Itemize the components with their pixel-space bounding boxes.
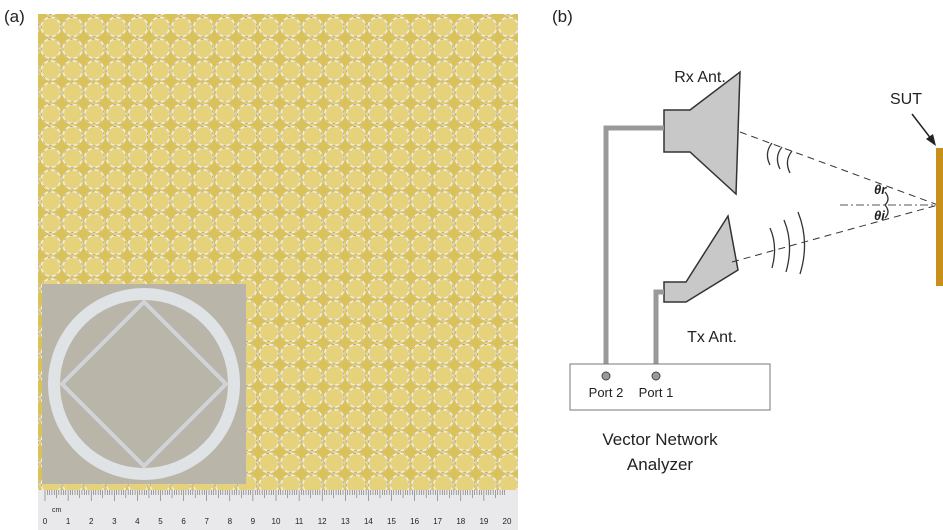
tx-path [732,205,938,262]
port-1-label: Port 1 [639,385,674,400]
ruler-label: 16 [410,517,419,526]
ruler-label: 18 [456,517,465,526]
ruler-label: 6 [181,517,186,526]
sut [936,148,943,286]
ruler-label: 12 [318,517,327,526]
theta-i: θi [874,208,885,223]
analyzer-label: Analyzer [627,455,693,474]
ruler-label: 10 [272,517,281,526]
sut-arrowhead [926,134,936,146]
ruler-label: 19 [479,517,488,526]
ruler-label: 11 [295,517,304,526]
panel-label: (a) [4,7,25,26]
ruler-label: 7 [204,517,209,526]
panel-label: (b) [552,7,573,26]
ruler-label: 9 [251,517,256,526]
ruler-label: 14 [364,517,373,526]
port-2-label: Port 2 [589,385,624,400]
ruler-label: 8 [228,517,233,526]
page: (a) 01234567891011121314151617181920cm (… [0,0,943,530]
tx-antenna [664,216,738,302]
tx-cable [656,292,664,372]
ruler-label: 13 [341,517,350,526]
ruler-label: 17 [433,517,442,526]
tx-label: Tx Ant. [687,329,737,346]
port-2 [602,372,610,380]
rx-antenna [664,72,740,194]
figure: (a) 01234567891011121314151617181920cm (… [0,0,943,530]
ruler-label: 0 [43,517,48,526]
rx-label: Rx Ant. [674,69,726,86]
ruler-label: 15 [387,517,396,526]
ruler-label: 2 [89,517,94,526]
ruler-label: 20 [503,517,512,526]
ruler-unit: cm [52,507,62,514]
ruler-label: 5 [158,517,163,526]
ruler-label: 3 [112,517,117,526]
ruler-label: 1 [66,517,71,526]
sut-label: SUT [890,91,922,108]
sut-arrow [912,114,932,140]
rx-path [740,132,938,205]
port-1 [652,372,660,380]
waves [767,143,888,274]
ruler-label: 4 [135,517,140,526]
theta-r: θr [874,182,887,197]
analyzer-label: Vector Network [602,430,718,449]
